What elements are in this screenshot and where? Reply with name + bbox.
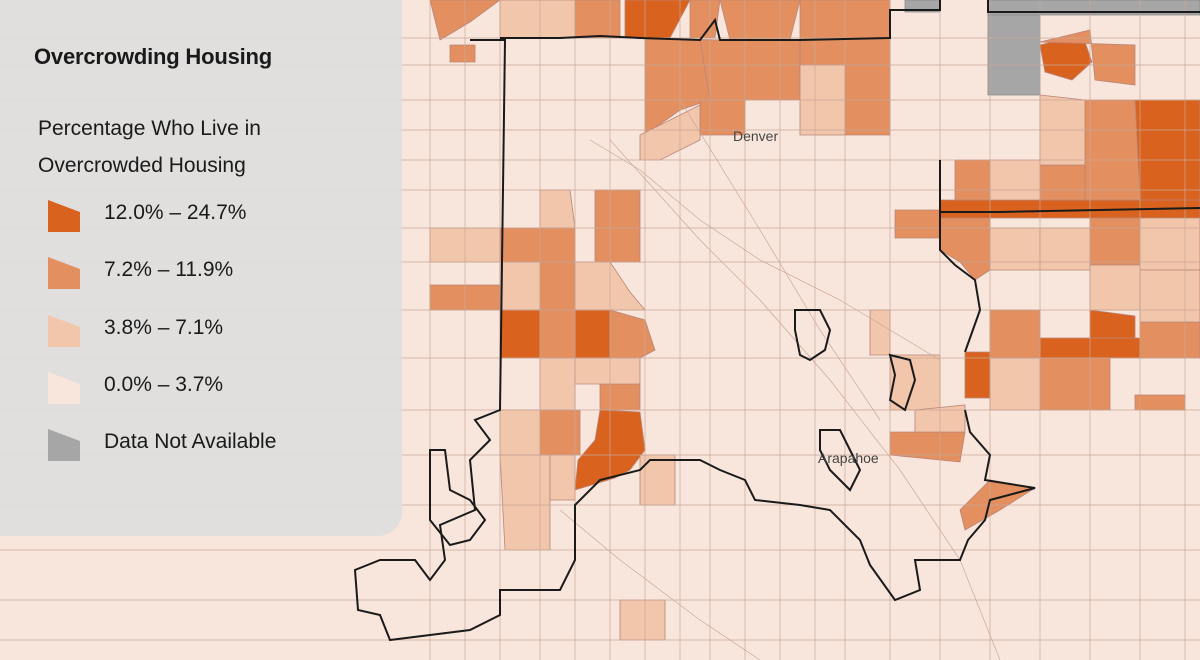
legend-label: 3.8% – 7.1% [104,316,224,339]
legend-label: 7.2% – 11.9% [104,258,234,281]
legend-label: 12.0% – 24.7% [104,201,247,224]
legend-swatch-mid [48,315,80,347]
map-label-arapahoe: Arapahoe [818,450,879,466]
legend-title: Overcrowding Housing [34,44,273,69]
county-boundaries [353,0,1200,642]
legend-swatch-low [48,372,80,404]
tracts-high [429,0,1200,531]
legend-swatch-high [48,257,80,289]
legend-panel: Overcrowding Housing Percentage Who Live… [0,0,402,536]
legend-label: Data Not Available [104,430,277,453]
tracts-mid [429,0,1200,641]
legend-swatch-highest [48,200,80,232]
map-label-denver: Denver [733,128,779,144]
legend-label: 0.0% – 3.7% [104,373,224,396]
legend-subtitle: Percentage Who Live in Overcrowded Housi… [38,117,261,177]
legend-swatch-no-data [48,429,80,461]
